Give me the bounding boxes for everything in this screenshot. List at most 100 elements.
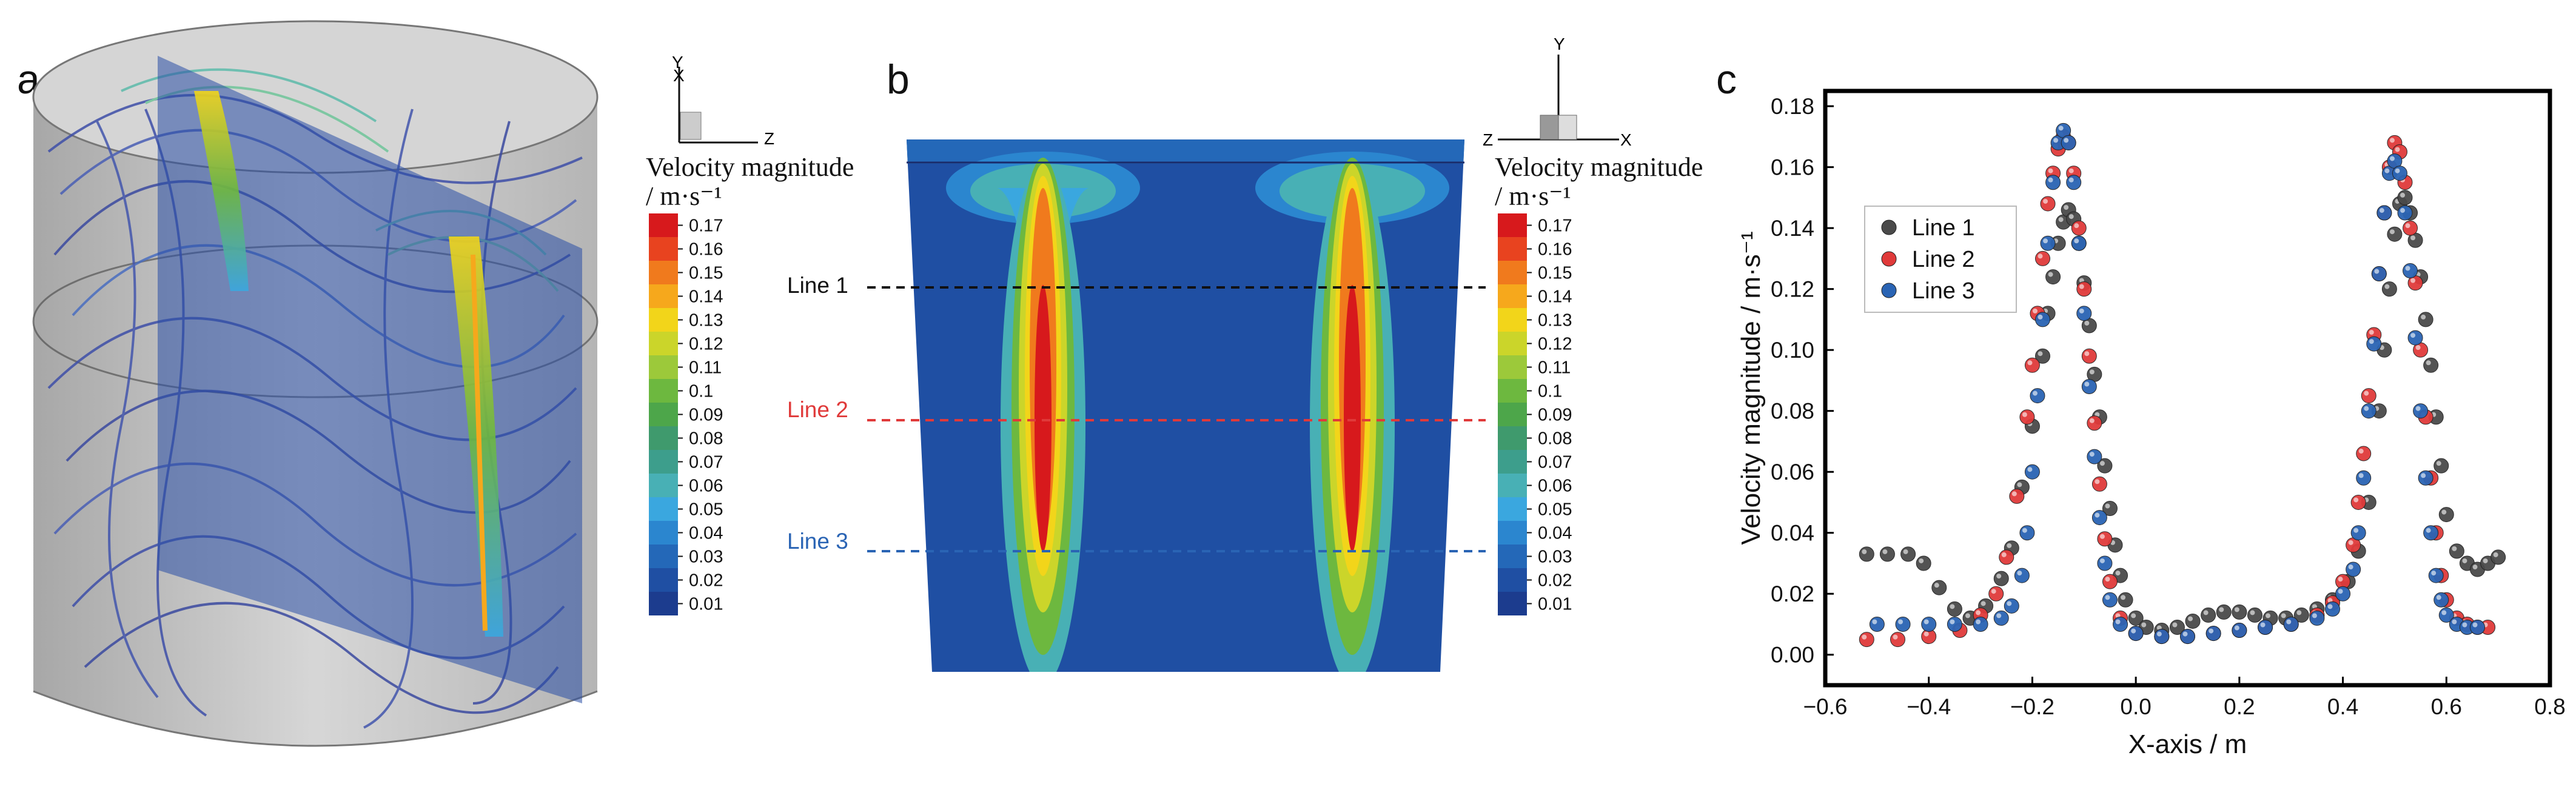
data-point bbox=[1890, 632, 1905, 648]
data-point-highlight bbox=[1996, 574, 2002, 579]
data-point-highlight bbox=[2266, 613, 2271, 618]
colorbar-b-tick-label: 0.17 bbox=[1538, 216, 1572, 236]
line-markers bbox=[867, 286, 1486, 552]
y-tick-label: 0.12 bbox=[1771, 277, 1814, 302]
data-point-highlight bbox=[2017, 482, 2022, 488]
data-point-highlight bbox=[2032, 390, 2038, 396]
data-point bbox=[2490, 549, 2506, 565]
data-point-highlight bbox=[1976, 610, 1981, 615]
data-point bbox=[2097, 555, 2113, 571]
colorbar-a-tick-label: 0.05 bbox=[689, 500, 723, 520]
colorbar-a-tick-label: 0.03 bbox=[689, 548, 723, 567]
data-point-highlight bbox=[2431, 571, 2437, 576]
data-point-highlight bbox=[2364, 390, 2369, 396]
colorbar-a-tick-label: 0.07 bbox=[689, 453, 723, 472]
data-point bbox=[1859, 546, 1874, 562]
colorbar-b-swatches bbox=[1498, 213, 1527, 615]
data-point-highlight bbox=[1924, 619, 1929, 625]
data-point-highlight bbox=[2058, 217, 2064, 223]
data-point-highlight bbox=[2415, 345, 2421, 350]
data-point bbox=[1947, 616, 1962, 632]
colorbar-b-tick-label: 0.01 bbox=[1538, 595, 1572, 614]
data-point-highlight bbox=[2426, 528, 2431, 533]
data-point bbox=[2185, 613, 2201, 629]
data-point-highlight bbox=[2089, 452, 2095, 457]
colorbar-b-tick-label: 0.14 bbox=[1538, 287, 1572, 307]
data-point-highlight bbox=[2389, 229, 2395, 235]
data-point-highlight bbox=[2007, 601, 2012, 606]
colorbar-a-tick-label: 0.04 bbox=[689, 524, 723, 543]
data-point-highlight bbox=[2099, 461, 2105, 466]
colorbar-b-swatch bbox=[1498, 568, 1527, 592]
axis-b-z-label: Z bbox=[1483, 130, 1493, 149]
colorbar-b-tick-label: 0.08 bbox=[1538, 429, 1572, 449]
data-point-highlight bbox=[2353, 497, 2359, 503]
data-point-highlight bbox=[1981, 601, 1986, 606]
x-tick-label: 0.6 bbox=[2431, 694, 2462, 719]
colorbar-b-tick-label: 0.1 bbox=[1538, 382, 1562, 401]
colorbar-b-unit: / m·s⁻¹ bbox=[1495, 181, 1571, 211]
colorbar-b-swatch bbox=[1498, 474, 1527, 497]
data-point-highlight bbox=[2182, 631, 2188, 637]
data-point bbox=[2325, 601, 2340, 617]
data-point bbox=[2113, 616, 2128, 632]
data-point-highlight bbox=[2084, 351, 2090, 357]
data-point bbox=[2423, 525, 2439, 541]
data-point-highlight bbox=[2001, 552, 2007, 557]
colorbar-b-swatch bbox=[1498, 521, 1527, 545]
colorbar-b-swatch bbox=[1498, 237, 1527, 261]
data-point bbox=[1988, 586, 2004, 602]
data-point bbox=[2361, 403, 2376, 419]
legend-marker bbox=[1881, 251, 1897, 267]
y-tick-label: 0.06 bbox=[1771, 460, 1814, 484]
x-tick-label: −0.6 bbox=[1803, 694, 1847, 719]
data-point-highlight bbox=[2441, 610, 2447, 615]
data-point-highlight bbox=[2436, 595, 2441, 600]
data-point-highlight bbox=[2115, 619, 2121, 625]
legend-marker bbox=[1881, 220, 1897, 235]
data-point-highlight bbox=[2048, 168, 2053, 173]
colorbar-a-swatch bbox=[649, 332, 678, 355]
data-point-highlight bbox=[2452, 619, 2457, 625]
data-point-highlight bbox=[2105, 595, 2110, 600]
data-point bbox=[2128, 626, 2144, 642]
data-point bbox=[2024, 357, 2040, 373]
data-point bbox=[2071, 220, 2087, 236]
colorbar-b-tick-label: 0.15 bbox=[1538, 264, 1572, 283]
data-point-highlight bbox=[2250, 610, 2255, 615]
data-point bbox=[2061, 135, 2076, 150]
y-axis-label: Velocity magnitude / m·s⁻¹ bbox=[1736, 231, 1766, 545]
data-point-highlight bbox=[2105, 577, 2110, 582]
colorbar-b-tick-label: 0.09 bbox=[1538, 406, 1572, 425]
data-point-highlight bbox=[2353, 528, 2359, 533]
colorbar-b-swatch bbox=[1498, 426, 1527, 450]
data-point-highlight bbox=[2141, 622, 2147, 628]
data-point bbox=[2040, 196, 2056, 212]
data-point-highlight bbox=[2389, 156, 2395, 161]
data-point-highlight bbox=[2068, 214, 2074, 220]
colorbar-a-tick-label: 0.1 bbox=[689, 382, 713, 401]
colorbar-b-tick-label: 0.13 bbox=[1538, 311, 1572, 330]
data-point-highlight bbox=[2374, 269, 2380, 274]
data-point-highlight bbox=[2105, 503, 2110, 509]
data-point bbox=[2346, 561, 2361, 577]
colorbar-b-swatch bbox=[1498, 403, 1527, 426]
colorbar-a-tick-label: 0.16 bbox=[689, 240, 723, 260]
data-point-highlight bbox=[2410, 278, 2416, 283]
data-point-highlight bbox=[2483, 558, 2488, 563]
data-point bbox=[2418, 312, 2433, 327]
data-point bbox=[1999, 549, 2014, 565]
data-point-highlight bbox=[2421, 314, 2426, 320]
data-point-highlight bbox=[2358, 473, 2364, 478]
data-point-highlight bbox=[2043, 198, 2048, 204]
colorbar-a-tick-label: 0.11 bbox=[689, 358, 722, 378]
colorbar-a-swatch bbox=[649, 521, 678, 545]
colorbar-a-swatch bbox=[649, 450, 678, 474]
panel-label-c: c bbox=[1716, 56, 1737, 102]
x-axis-ticks: −0.6 −0.4 −0.2 0.0 0.2 0.4 0.6 0.8 bbox=[1803, 677, 2566, 719]
data-point-highlight bbox=[2064, 138, 2069, 143]
data-point bbox=[2019, 409, 2035, 425]
colorbar-ticks: 0.17 0.16 0.15 0.14 0.13 0.12 0.11 0.1 0.09 0.08 0… bbox=[678, 216, 723, 614]
legend-marker bbox=[1881, 283, 1897, 298]
data-point-highlight bbox=[1898, 619, 1903, 625]
